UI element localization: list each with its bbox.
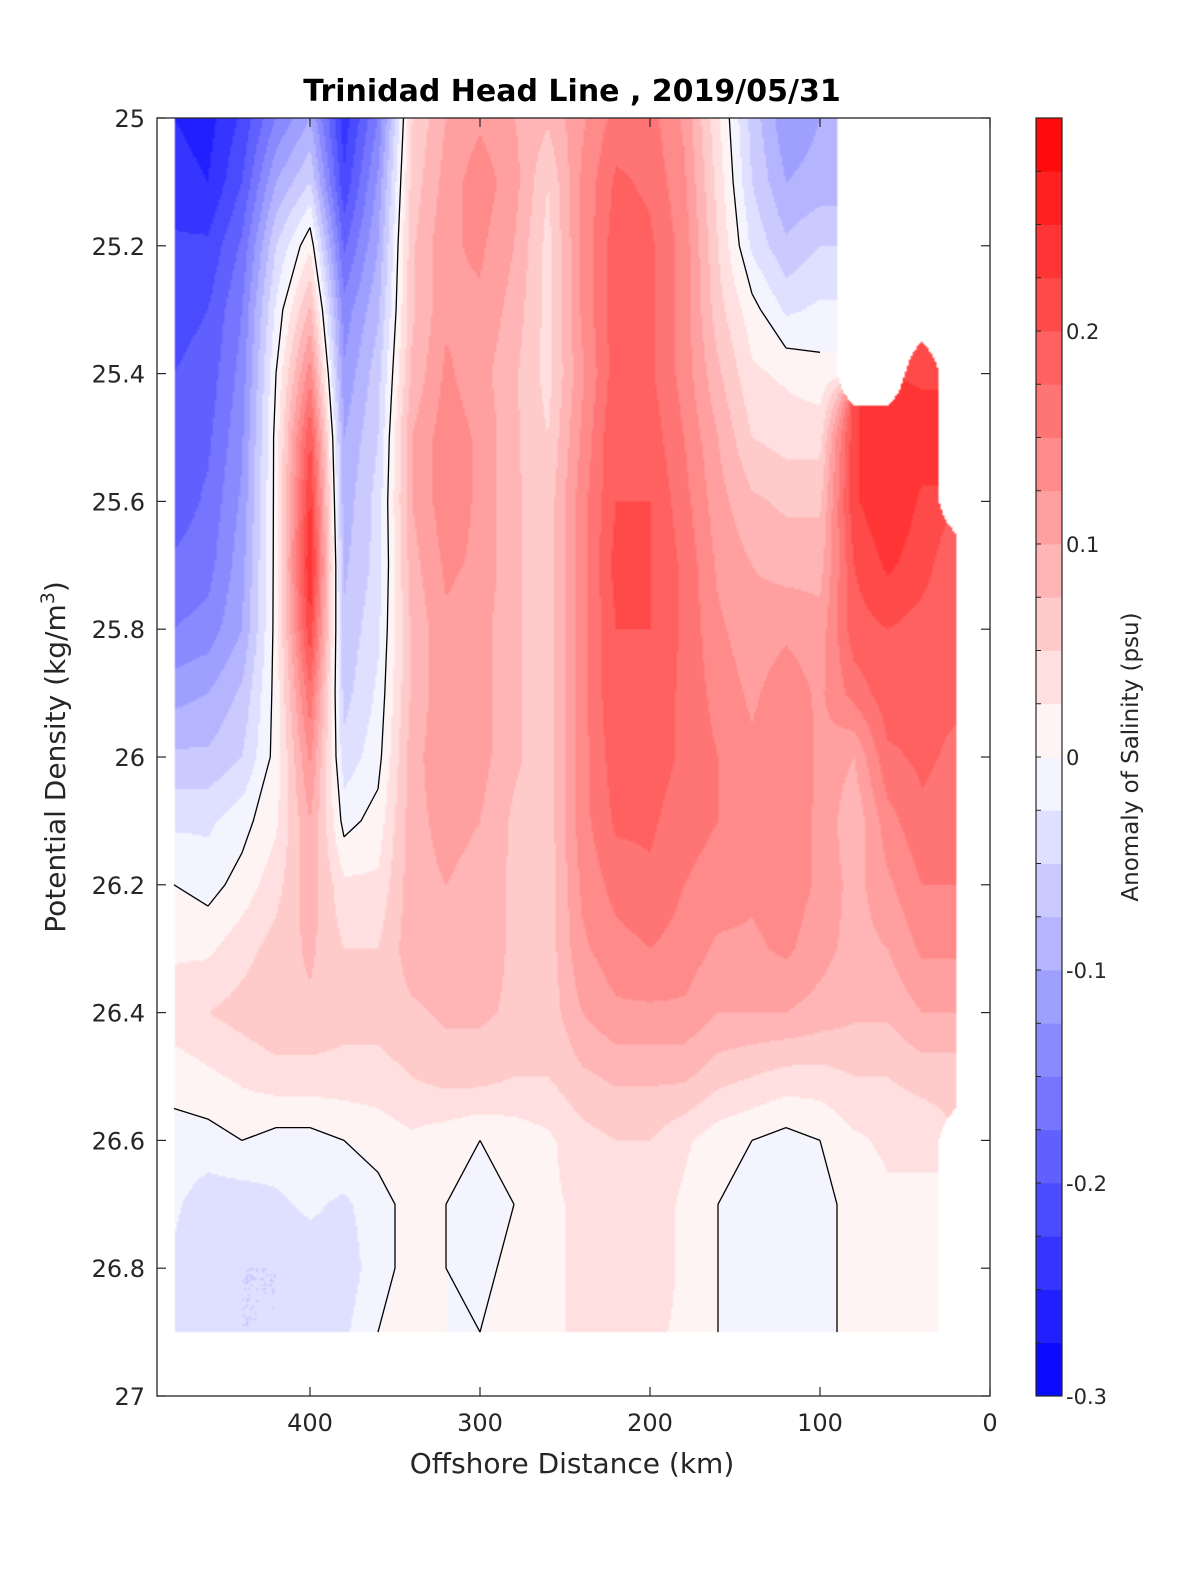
- y-axis: 25 25.2 25.4 25.6 25.8 26 26.2 26.4 26.6 26.8 27: [92, 105, 990, 1411]
- y-tick-label: 25.2: [92, 233, 145, 261]
- colorbar-swatch: [1036, 1183, 1062, 1237]
- x-tick-label: 400: [287, 1409, 333, 1437]
- x-axis: 400 300 200 100 0: [287, 118, 998, 1437]
- x-tick-label: 300: [457, 1409, 503, 1437]
- colorbar-swatch: [1036, 1236, 1062, 1290]
- y-tick-label: 26.6: [92, 1127, 145, 1155]
- zero-contour-line: [173, 117, 838, 1333]
- colorbar-swatch: [1036, 490, 1062, 545]
- colorbar-swatch: [1036, 437, 1062, 492]
- y-axis-label-superscript: 3: [37, 592, 59, 604]
- x-tick-label: 0: [982, 1409, 997, 1437]
- colorbar-swatch: [1036, 118, 1062, 172]
- colorbar-swatch: [1036, 863, 1062, 918]
- colorbar-swatch: [1036, 1129, 1062, 1184]
- colorbar-swatch: [1036, 544, 1062, 598]
- y-tick-label: 25: [114, 105, 145, 133]
- colorbar-swatch: [1036, 916, 1062, 971]
- colorbar-tick-label: 0.1: [1066, 533, 1099, 557]
- colorbar-tick-label: 0: [1066, 746, 1079, 770]
- colorbar-swatch: [1036, 331, 1062, 385]
- colorbar-swatch: [1036, 1023, 1062, 1077]
- colorbar: -0.3 -0.2 -0.1 0 0.1 0.2 Anomaly of Salinity …: [1035, 117, 1144, 1409]
- chart-title: Trinidad Head Line , 2019/05/31: [303, 74, 840, 109]
- colorbar-swatch: [1036, 171, 1062, 225]
- y-tick-label: 26.8: [92, 1255, 145, 1283]
- colorbar-swatch: [1036, 1076, 1062, 1131]
- colorbar-ticks: -0.3 -0.2 -0.1 0 0.1 0.2: [1066, 320, 1107, 1409]
- y-axis-label-close: ): [39, 581, 72, 592]
- plot-area: 400 300 200 100 0 25 25.2 25.4 25.6 25.8 26 26.2 26…: [92, 105, 998, 1437]
- colorbar-swatch: [1036, 224, 1062, 279]
- colorbar-swatch: [1036, 277, 1062, 332]
- y-tick-label: 26: [114, 744, 145, 772]
- colorbar-swatch: [1036, 384, 1062, 438]
- colorbar-swatches: [1036, 118, 1062, 1397]
- colorbar-tick-label: -0.3: [1066, 1385, 1107, 1409]
- y-axis-label: Potential Density (kg/m3): [37, 581, 72, 933]
- y-tick-label: 25.6: [92, 488, 145, 516]
- x-tick-label: 200: [627, 1409, 673, 1437]
- y-axis-label-text: Potential Density (kg/m: [39, 604, 72, 933]
- x-axis-label: Offshore Distance (km): [410, 1447, 735, 1480]
- colorbar-swatch: [1036, 1342, 1062, 1397]
- x-tick-label: 100: [797, 1409, 843, 1437]
- salinity-anomaly-field: [157, 118, 990, 1396]
- colorbar-tick-label: 0.2: [1066, 320, 1099, 344]
- y-tick-label: 25.4: [92, 361, 145, 389]
- colorbar-swatch: [1036, 597, 1062, 651]
- colorbar-swatch: [1036, 703, 1062, 758]
- y-tick-label: 27: [114, 1383, 145, 1411]
- colorbar-label: Anomaly of Salinity (psu): [1118, 612, 1144, 901]
- colorbar-swatch: [1036, 970, 1062, 1024]
- colorbar-swatch: [1036, 1289, 1062, 1344]
- y-tick-label: 25.8: [92, 616, 145, 644]
- colorbar-swatch: [1036, 810, 1062, 864]
- zero-contour-lines: [173, 117, 838, 1333]
- y-tick-label: 26.4: [92, 1000, 145, 1028]
- colorbar-frame: [1035, 117, 1063, 1397]
- y-tick-label: 26.2: [92, 872, 145, 900]
- colorbar-swatch: [1036, 757, 1062, 811]
- colorbar-swatch: [1036, 650, 1062, 705]
- colorbar-tick-label: -0.2: [1066, 1172, 1107, 1196]
- colorbar-tick-label: -0.1: [1066, 959, 1107, 983]
